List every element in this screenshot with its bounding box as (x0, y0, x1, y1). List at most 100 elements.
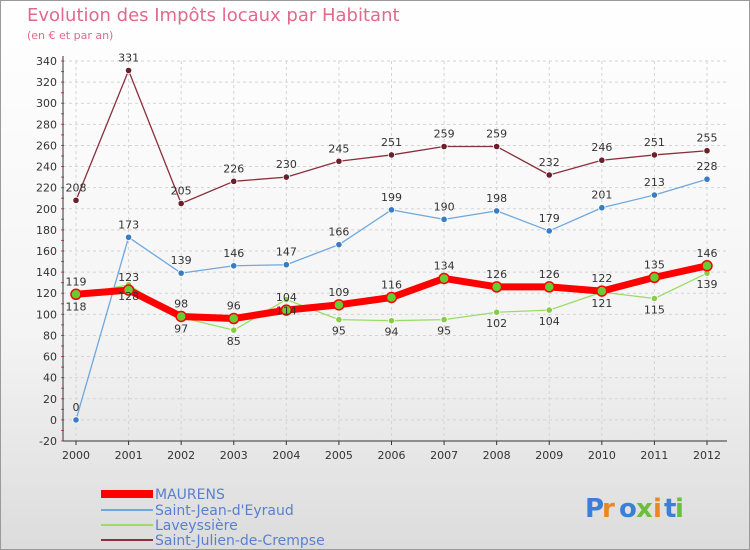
proxiti-logo: Pr o x i ti (585, 494, 684, 524)
data-label: 104 (539, 315, 560, 328)
data-label: 114 (276, 305, 297, 318)
data-point (335, 157, 343, 165)
data-point (385, 291, 398, 304)
data-point (648, 271, 661, 284)
chart-subtitle: (en € et par an) (27, 29, 114, 42)
data-point (282, 261, 290, 269)
data-label: 85 (227, 335, 241, 348)
data-label: 259 (434, 128, 455, 141)
data-point (438, 272, 450, 285)
data-label: 128 (118, 290, 139, 303)
x-tick-label: 2001 (115, 449, 143, 462)
x-tick-label: 2002 (167, 449, 195, 462)
data-label: 251 (644, 136, 665, 149)
data-point (228, 312, 240, 325)
data-label: 102 (486, 317, 507, 330)
data-label: 139 (697, 278, 718, 291)
data-point (650, 294, 659, 303)
data-label: 122 (591, 272, 612, 285)
x-tick-label: 2011 (640, 449, 668, 462)
x-tick-label: 2004 (272, 449, 300, 462)
logo-letter: P (585, 494, 604, 524)
data-point (493, 308, 501, 316)
legend-label-saint-jean-d-eyraud: Saint-Jean-d'Eyraud (155, 503, 294, 519)
y-tick-label: 320 (36, 76, 57, 89)
y-tick-label: 240 (36, 161, 57, 174)
data-label: 134 (434, 259, 455, 272)
data-label: 94 (385, 326, 399, 339)
data-point (335, 316, 343, 324)
data-label: 198 (486, 192, 507, 205)
x-tick-label: 2008 (483, 449, 511, 462)
x-tick-label: 2009 (535, 449, 563, 462)
y-tick-label: 40 (43, 372, 57, 385)
data-label: 123 (118, 271, 139, 284)
data-point (387, 317, 396, 325)
data-point (440, 142, 448, 151)
logo-letter: i (675, 494, 684, 524)
data-label: 109 (328, 286, 349, 299)
data-point (122, 284, 135, 296)
data-label: 251 (381, 136, 402, 149)
data-label: 246 (591, 141, 612, 154)
y-tick-label: 280 (36, 118, 57, 131)
y-tick-label: 100 (36, 308, 57, 321)
y-tick-label: 60 (43, 351, 57, 364)
data-label: 126 (486, 268, 507, 281)
data-label: 213 (644, 176, 665, 189)
data-label: 0 (73, 401, 80, 414)
y-tick-label: 160 (36, 245, 57, 258)
data-label: 96 (227, 300, 241, 313)
x-tick-label: 2007 (430, 449, 458, 462)
y-tick-label: 20 (43, 393, 57, 406)
data-point (598, 156, 606, 164)
data-point (230, 326, 238, 334)
data-point (282, 173, 290, 181)
data-point (335, 241, 343, 249)
data-label: 255 (697, 132, 718, 145)
data-label: 232 (539, 156, 560, 169)
data-point (440, 316, 448, 324)
data-point (596, 285, 608, 297)
data-point (598, 204, 606, 212)
data-label: 98 (174, 297, 188, 310)
data-point (543, 281, 555, 293)
y-tick-label: 220 (36, 182, 57, 195)
data-label: 95 (437, 325, 451, 338)
data-point (387, 206, 396, 214)
data-label: 208 (66, 181, 87, 194)
logo-letter: x (636, 494, 653, 524)
logo-letter: i (653, 494, 662, 524)
data-label: 135 (644, 258, 665, 271)
data-label: 146 (223, 247, 244, 260)
legend-label-laveyssiere: Laveyssière (155, 518, 238, 534)
y-tick-label: 300 (36, 97, 57, 110)
data-point (650, 191, 659, 199)
data-label: 121 (591, 297, 612, 310)
data-label: 205 (171, 185, 192, 198)
data-label: 199 (381, 191, 402, 204)
y-tick-label: 340 (36, 55, 57, 68)
x-tick-label: 2000 (62, 449, 90, 462)
data-point (72, 416, 80, 424)
data-point (177, 269, 185, 277)
data-label: 190 (434, 200, 455, 213)
logo-letter: t (664, 494, 676, 524)
data-point (280, 304, 293, 316)
data-point (124, 233, 133, 241)
data-label: 179 (539, 212, 560, 225)
x-tick-label: 2005 (325, 449, 353, 462)
data-label: 116 (381, 278, 402, 291)
data-point (703, 175, 711, 183)
data-point (701, 260, 713, 272)
data-point (650, 151, 659, 159)
data-point (230, 262, 238, 270)
x-tick-label: 2012 (693, 449, 721, 462)
logo-letter: o (619, 494, 637, 524)
y-tick-label: 120 (36, 287, 57, 300)
data-point (387, 151, 396, 159)
data-label: 139 (171, 254, 192, 267)
data-point (175, 310, 187, 323)
data-point (177, 199, 185, 208)
data-point (703, 147, 711, 155)
